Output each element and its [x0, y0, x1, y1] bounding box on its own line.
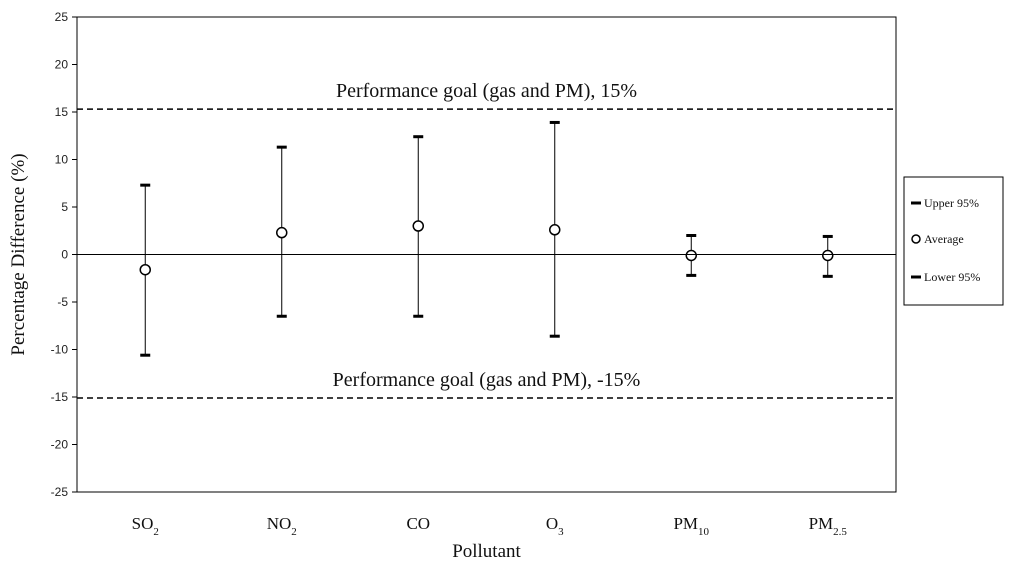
- legend-average-label: Average: [924, 232, 964, 246]
- legend-average-marker: [911, 234, 921, 244]
- y-tick-label: 15: [55, 105, 69, 119]
- legend-box: [903, 176, 1004, 306]
- performance-goal-label-lower: Performance goal (gas and PM), -15%: [333, 369, 641, 391]
- average-marker: [549, 224, 561, 236]
- error-bars: [139, 120, 834, 357]
- x-category-label: NO2: [267, 514, 297, 538]
- average-marker: [412, 220, 424, 232]
- x-category-label: CO: [406, 514, 430, 533]
- performance-goal-label-upper: Performance goal (gas and PM), 15%: [336, 80, 637, 102]
- y-tick-label: 20: [55, 58, 69, 72]
- average-marker: [822, 249, 834, 262]
- y-tick-label: -10: [51, 343, 69, 357]
- x-category-label: PM10: [673, 514, 709, 538]
- legend-lower-label: Lower 95%: [924, 270, 980, 284]
- average-marker: [276, 226, 288, 239]
- y-tick-label: -15: [51, 390, 69, 404]
- legend-upper-label: Upper 95%: [924, 196, 979, 210]
- x-axis-title: Pollutant: [452, 541, 521, 562]
- y-axis-title: Percentage Difference (%): [8, 153, 29, 355]
- y-tick-label: -5: [57, 295, 68, 309]
- x-category-label: SO2: [132, 514, 159, 538]
- x-category-label: O3: [546, 514, 564, 538]
- x-category-label: PM2.5: [809, 514, 848, 538]
- y-axis-ticks: -25 -20 -15 -10 -5 0 5 10 15 20 25: [51, 10, 77, 499]
- average-marker: [685, 249, 697, 262]
- x-axis-labels: SO2 NO2 CO O3 PM10 PM2.5: [132, 514, 848, 538]
- y-tick-label: -25: [51, 485, 69, 499]
- y-tick-label: 5: [61, 200, 68, 214]
- reference-lines: Performance goal (gas and PM), 15% Perfor…: [77, 80, 896, 399]
- y-tick-label: 0: [61, 248, 68, 262]
- y-tick-label: -20: [51, 438, 69, 452]
- legend: Upper 95% Average Lower 95%: [903, 176, 1004, 306]
- y-tick-label: 10: [55, 153, 69, 167]
- y-tick-label: 25: [55, 10, 69, 24]
- average-marker: [139, 263, 151, 276]
